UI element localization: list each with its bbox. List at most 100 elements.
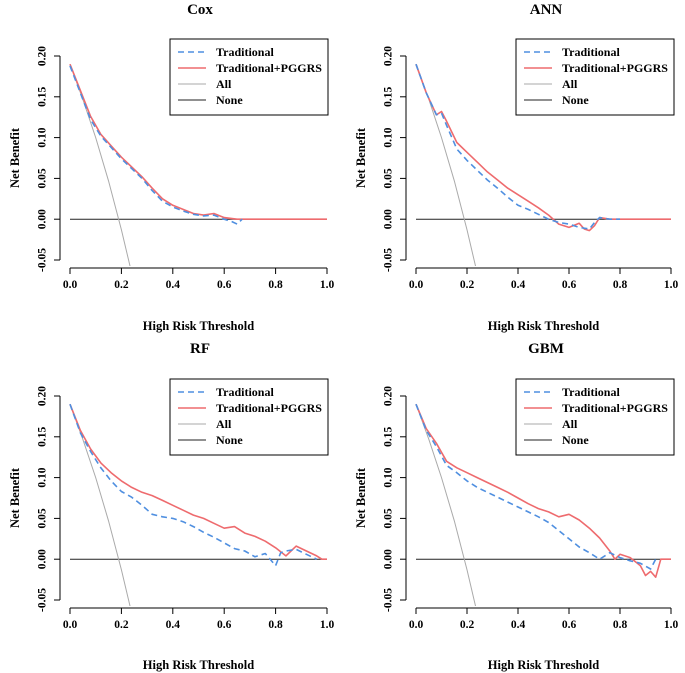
y-tick-label: 0.00 [37,549,49,569]
series-group [69,63,327,266]
x-tick-label: 0.4 [166,279,181,291]
panel-rf: RF -0.05 0.00 0.05 0.10 0.15 0.20 0.0 0.2 0.4 0.6 0… [8,341,335,672]
y-tick-label: 0.05 [383,508,395,528]
series-line-traditional [69,403,318,567]
panel-cox: Cox -0.05 0.00 0.05 0.10 0.15 0.20 0.0 0.2 0.4 0.6… [8,2,335,333]
chart-title: ANN [530,2,563,18]
series-line-traditional-pggrs [69,403,327,561]
legend: Traditional Traditional+PGGRS All None [169,38,329,116]
y-tick-label: 0.00 [383,209,395,229]
x-tick-label: 0.6 [217,279,232,291]
y-tick-label: 0.15 [37,426,49,446]
y-axis-label: Net Benefit [8,467,22,528]
x-tick-label: 0.2 [460,279,475,291]
series-line-all [415,404,477,606]
x-tick-label: 0.0 [63,279,78,291]
y-tick-label: 0.05 [383,168,395,188]
legend-label: Traditional [216,385,274,399]
legend-label: None [562,433,589,447]
legend-label: Traditional+PGGRS [562,401,668,415]
legend: Traditional Traditional+PGGRS All None [515,38,675,116]
legend-label: None [216,93,243,107]
series-line-traditional [415,403,657,570]
x-tick-label: 0.8 [613,279,628,291]
legend-box [515,38,675,116]
x-tick-label: 0.8 [268,279,283,291]
series-group [69,403,327,606]
x-tick-label: 0.0 [63,619,78,631]
legend-label: Traditional [562,385,620,399]
series-line-traditional-pggrs [415,403,671,579]
legend-box [169,38,329,116]
y-tick-label: 0.10 [383,467,395,487]
x-tick-label: 1.0 [664,279,679,291]
series-group [415,63,671,266]
x-tick-label: 0.8 [613,619,628,631]
legend-label: Traditional [562,45,620,59]
y-tick-label: 0.15 [383,86,395,106]
x-axis-label: High Risk Threshold [143,319,254,333]
series-group [415,403,671,606]
y-tick-label: 0.05 [37,168,49,188]
y-tick-label: 0.20 [383,46,395,66]
y-tick-label: 0.20 [37,46,49,66]
y-axis-label: Net Benefit [8,127,22,188]
chart-title: GBM [528,341,564,357]
legend: Traditional Traditional+PGGRS All None [515,378,675,456]
x-tick-label: 0.0 [409,619,424,631]
x-tick-label: 0.0 [409,279,424,291]
legend-label: None [216,433,243,447]
y-tick-label: 0.10 [383,127,395,147]
legend-label: Traditional+PGGRS [562,61,668,75]
x-tick-label: 1.0 [664,619,679,631]
legend-label: All [562,417,578,431]
x-tick-label: 0.4 [166,619,181,631]
y-axis-label: Net Benefit [354,467,368,528]
x-tick-label: 0.4 [511,619,526,631]
x-axis-label: High Risk Threshold [143,658,254,672]
y-tick-label: 0.05 [37,508,49,528]
y-tick-label: 0.10 [37,467,49,487]
series-line-traditional [69,65,243,225]
legend-label: All [562,77,578,91]
y-tick-label: -0.05 [383,588,395,612]
y-tick-label: 0.00 [383,549,395,569]
legend-label: All [216,417,232,431]
x-tick-label: 0.6 [562,279,577,291]
x-tick-label: 0.4 [511,279,526,291]
x-tick-label: 0.6 [562,619,577,631]
x-axis-label: High Risk Threshold [488,658,599,672]
series-line-all [415,64,477,266]
series-line-traditional [415,63,620,230]
panel-gbm: GBM -0.05 0.00 0.05 0.10 0.15 0.20 0.0 0.2 0.4 0.6… [354,341,679,672]
legend-box [515,378,675,456]
legend-label: None [562,93,589,107]
x-tick-label: 0.2 [114,619,129,631]
y-tick-label: 0.15 [37,86,49,106]
series-line-traditional-pggrs [69,63,327,220]
series-line-all [69,404,131,606]
chart-title: RF [190,341,210,357]
x-tick-label: 0.2 [114,279,129,291]
legend-label: Traditional+PGGRS [216,401,322,415]
y-tick-label: 0.20 [37,386,49,406]
x-tick-label: 0.8 [268,619,283,631]
y-axis-label: Net Benefit [354,127,368,188]
legend-label: Traditional+PGGRS [216,61,322,75]
legend-label: All [216,77,232,91]
x-tick-label: 1.0 [320,619,335,631]
x-tick-label: 1.0 [320,279,335,291]
chart-title: Cox [187,2,213,18]
y-tick-label: -0.05 [383,248,395,272]
y-tick-label: 0.00 [37,209,49,229]
panel-ann: ANN -0.05 0.00 0.05 0.10 0.15 0.20 0.0 0.2 0.4 0.6… [354,2,679,333]
legend: Traditional Traditional+PGGRS All None [169,378,329,456]
y-tick-label: -0.05 [37,588,49,612]
y-tick-label: 0.10 [37,127,49,147]
x-tick-label: 0.6 [217,619,232,631]
y-tick-label: 0.15 [383,426,395,446]
legend-label: Traditional [216,45,274,59]
y-tick-label: 0.20 [383,386,395,406]
legend-box [169,378,329,456]
